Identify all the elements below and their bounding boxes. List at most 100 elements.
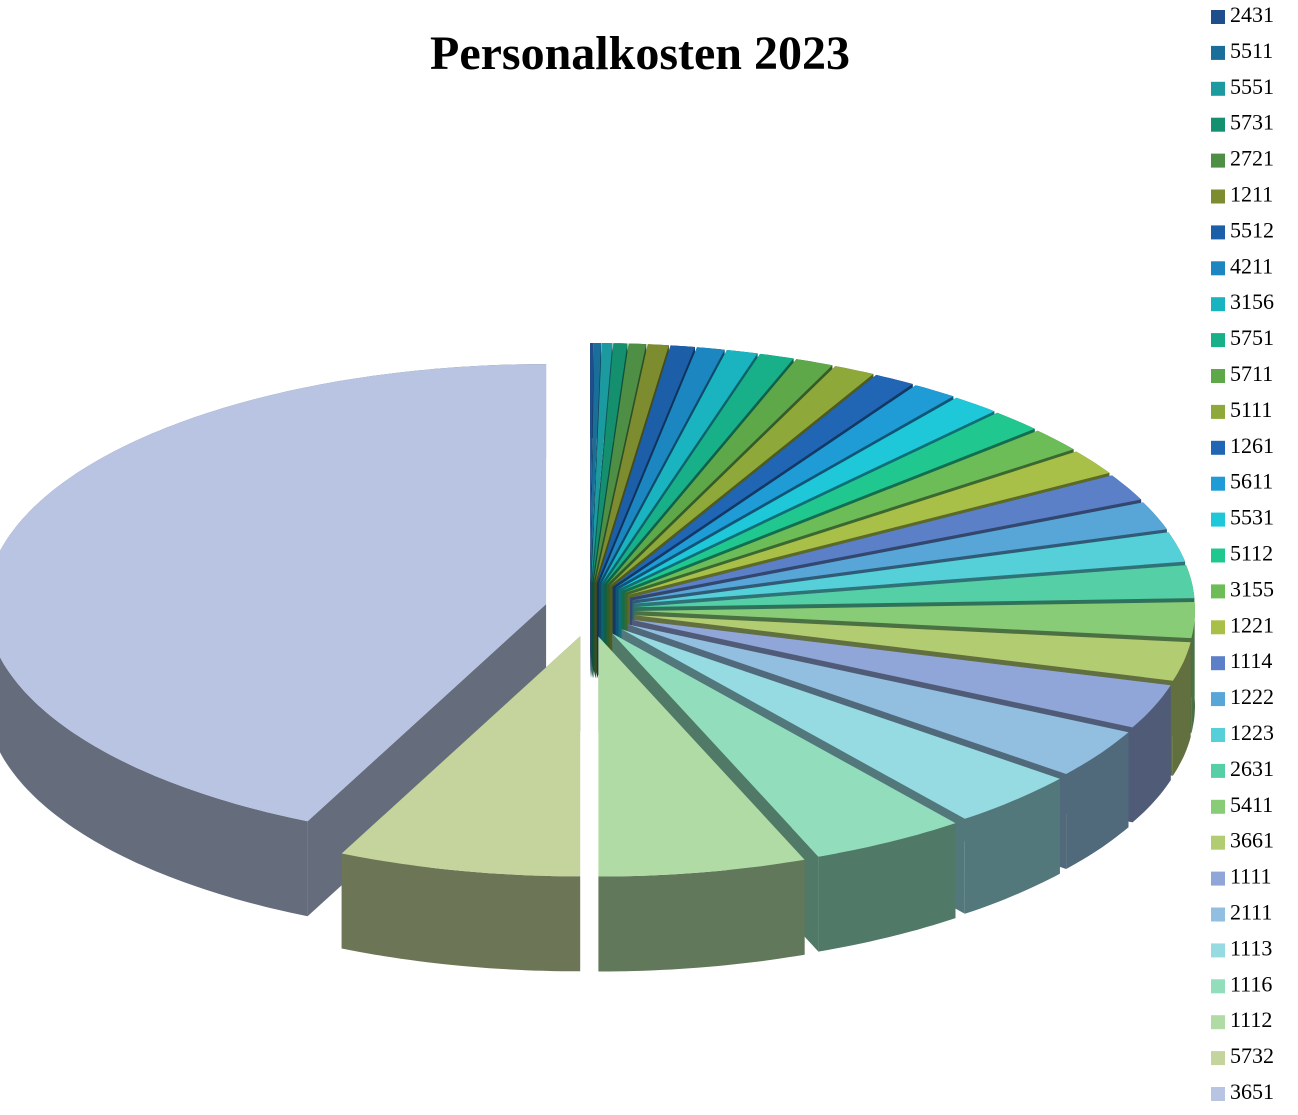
pie-slice — [634, 565, 1195, 608]
legend-label: 1112 — [1230, 1007, 1272, 1032]
legend-label: 5731 — [1230, 110, 1274, 135]
slice-rim — [1066, 732, 1129, 869]
pie-slice — [612, 633, 956, 857]
pie-slice — [627, 451, 1110, 595]
legend-label: 5611 — [1230, 469, 1273, 494]
legend-swatch — [1211, 45, 1225, 60]
legend-label: 2431 — [1230, 2, 1274, 27]
pie-slice — [634, 615, 1191, 681]
pie-slice — [592, 343, 628, 583]
legend-swatch — [1211, 153, 1225, 168]
pie-slice — [612, 374, 913, 587]
slice-rim — [341, 853, 581, 972]
pie-slice — [631, 619, 1171, 728]
legend-label: 5511 — [1230, 38, 1273, 63]
legend-swatch — [1211, 656, 1225, 671]
legend-label: 1221 — [1230, 612, 1274, 637]
legend-label: 1222 — [1230, 684, 1274, 709]
legend-swatch — [1211, 835, 1225, 850]
slice-rim — [964, 778, 1060, 914]
legend-swatch — [1211, 10, 1225, 24]
slice-rim — [818, 823, 956, 952]
pie-slice — [621, 412, 1035, 591]
legend-swatch — [1211, 440, 1225, 455]
pie-slice — [599, 347, 725, 584]
legend-label: 5411 — [1230, 792, 1273, 817]
pie-slice — [596, 345, 695, 584]
legend-swatch — [1211, 261, 1225, 276]
chart-title: Personalkosten 2023 — [430, 27, 850, 80]
legend-label: 1211 — [1230, 182, 1273, 207]
pie-slice — [603, 353, 794, 585]
legend-label: 3661 — [1230, 828, 1274, 853]
legend-label: 3155 — [1230, 576, 1274, 601]
slice-rim — [1172, 642, 1191, 776]
legend-swatch — [1211, 117, 1225, 132]
pie-slice — [593, 343, 647, 584]
legend-swatch — [1211, 548, 1225, 563]
legend-label: 5711 — [1230, 361, 1273, 386]
legend-label: 5112 — [1230, 541, 1273, 566]
legend-swatch — [1211, 763, 1225, 778]
legend-swatch — [1211, 871, 1225, 886]
pie-slice — [606, 359, 833, 585]
legend-label: 3156 — [1230, 289, 1274, 314]
legend-label: 3651 — [1230, 1079, 1274, 1104]
legend-label: 5551 — [1230, 74, 1274, 99]
pie-slice — [591, 343, 613, 583]
legend-swatch — [1211, 1051, 1225, 1066]
legend-label: 1261 — [1230, 433, 1274, 458]
pie-slice — [630, 475, 1142, 598]
pie-slice — [635, 602, 1195, 639]
legend-label: 1111 — [1230, 864, 1272, 889]
legend-label: 2111 — [1230, 900, 1272, 925]
pie-slice — [598, 636, 805, 877]
pie-slice — [341, 636, 581, 877]
legend-swatch — [1211, 225, 1225, 240]
legend-swatch — [1211, 1015, 1225, 1030]
pie-slice — [632, 502, 1167, 601]
pie-slice — [590, 343, 594, 583]
slice-rim — [1191, 602, 1195, 734]
legend-swatch — [1211, 476, 1225, 491]
pie-slice — [624, 430, 1074, 593]
legend-label: 2631 — [1230, 756, 1274, 781]
legend-swatch — [1211, 943, 1225, 958]
legend-swatch — [1211, 512, 1225, 527]
legend-label: 5732 — [1230, 1043, 1274, 1068]
pie-slice — [621, 629, 1060, 819]
legend-label: 4211 — [1230, 253, 1273, 278]
pie-slice — [615, 385, 954, 588]
legend-swatch — [1211, 189, 1225, 204]
legend-label: 1113 — [1230, 935, 1272, 960]
legend-swatch — [1211, 728, 1225, 742]
pie-slice — [595, 344, 669, 584]
legend-label: 1223 — [1230, 720, 1274, 745]
pie-slice — [601, 350, 758, 584]
pie-slice — [618, 397, 995, 590]
legend-swatch — [1211, 907, 1225, 922]
legend-label: 1116 — [1230, 971, 1272, 996]
legend-label: 1114 — [1230, 648, 1272, 673]
pie-slice — [627, 624, 1129, 774]
legend-swatch — [1211, 584, 1225, 599]
pie-slice — [609, 366, 874, 586]
legend-label: 5751 — [1230, 325, 1274, 350]
legend-label: 5111 — [1230, 397, 1272, 422]
legend-swatch — [1211, 692, 1225, 707]
slice-rim — [598, 859, 805, 972]
legend-label: 2721 — [1230, 146, 1274, 171]
legend-swatch — [1211, 404, 1225, 419]
legend-label: 5512 — [1230, 217, 1274, 242]
legend-swatch — [1211, 369, 1225, 383]
legend-swatch — [1211, 81, 1225, 96]
legend-label: 5531 — [1230, 505, 1274, 530]
legend-swatch — [1211, 620, 1225, 635]
pie-slice — [633, 532, 1186, 604]
legend-swatch — [1211, 297, 1225, 312]
pie-slice — [590, 343, 602, 583]
legend-swatch — [1211, 979, 1225, 994]
slice-rim — [1132, 685, 1171, 823]
legend-swatch — [1211, 1087, 1225, 1101]
